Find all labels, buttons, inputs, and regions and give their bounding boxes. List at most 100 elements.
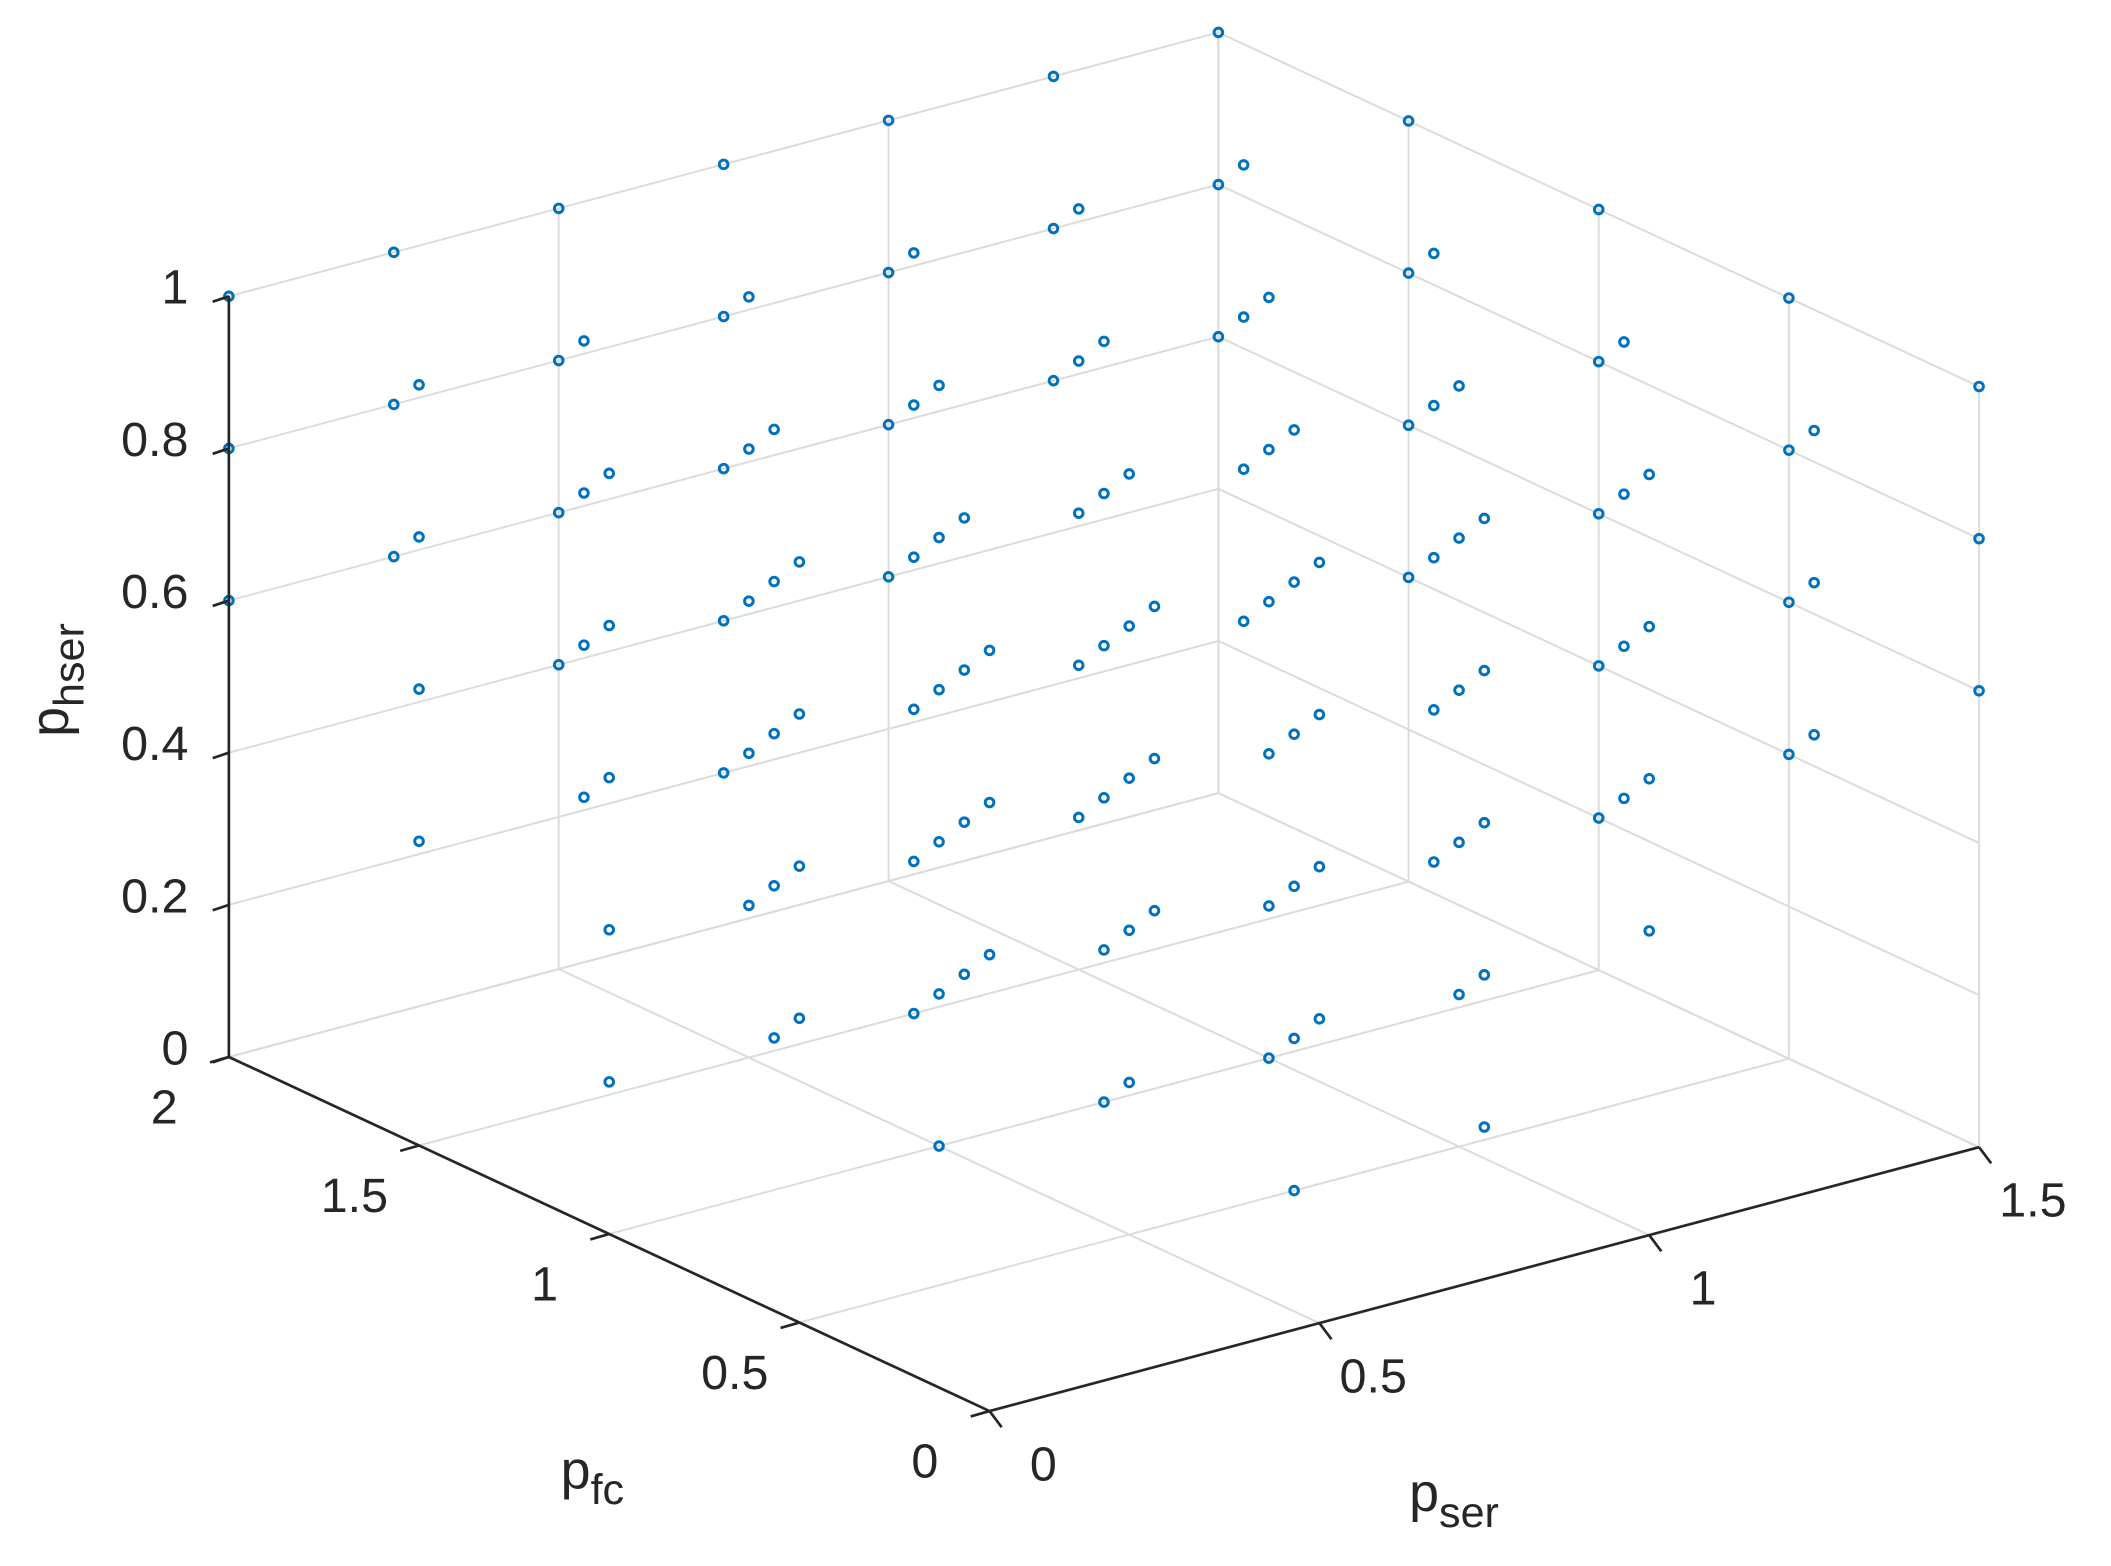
- y-tick: [970, 1409, 990, 1418]
- point: [552, 658, 565, 671]
- point: [983, 644, 996, 657]
- point: [1263, 1052, 1275, 1064]
- point: [1072, 203, 1085, 215]
- point: [552, 506, 565, 519]
- point: [1453, 380, 1465, 392]
- point: [1618, 488, 1630, 500]
- y-tick: [399, 1144, 420, 1153]
- point: [717, 462, 730, 475]
- point: [1288, 424, 1300, 436]
- point: [1123, 1076, 1135, 1089]
- point: [1973, 532, 1985, 545]
- point: [933, 379, 945, 392]
- point: [1237, 463, 1250, 475]
- point: [1313, 860, 1326, 873]
- y-tick-label: 0: [911, 1435, 938, 1489]
- point: [1313, 1013, 1326, 1025]
- point: [1288, 880, 1300, 893]
- point: [578, 639, 590, 651]
- x-tick-label: 0: [1030, 1437, 1057, 1491]
- z-tick: [212, 447, 230, 456]
- point: [882, 571, 895, 583]
- point: [1263, 900, 1275, 912]
- point: [908, 703, 920, 716]
- grid-line: [228, 31, 1219, 298]
- point: [958, 968, 971, 981]
- point: [983, 948, 996, 961]
- point: [1973, 684, 1985, 697]
- point: [1402, 267, 1415, 279]
- z-tick-label: 0.6: [121, 565, 188, 619]
- point: [1478, 512, 1491, 525]
- grid-line: [228, 183, 1219, 450]
- z-tick: [212, 1055, 230, 1064]
- point: [1478, 816, 1491, 829]
- point: [1263, 291, 1275, 304]
- point: [603, 771, 615, 784]
- point: [933, 683, 945, 696]
- grid-line: [228, 335, 1219, 602]
- point: [1313, 556, 1326, 569]
- y-tick-label: 0.5: [701, 1346, 768, 1400]
- point: [1643, 468, 1656, 481]
- grid-line: [1217, 487, 1980, 844]
- z-tick-label: 0: [162, 1021, 189, 1075]
- point: [717, 767, 730, 779]
- point: [578, 791, 590, 804]
- point: [1237, 615, 1250, 628]
- grid-line: [228, 639, 1219, 906]
- point: [1288, 576, 1300, 588]
- point: [1428, 704, 1440, 716]
- point: [1618, 640, 1630, 653]
- point: [413, 683, 425, 695]
- point: [1453, 684, 1465, 697]
- point: [768, 575, 780, 588]
- point: [1618, 336, 1630, 348]
- point: [1453, 532, 1465, 544]
- point: [768, 727, 780, 740]
- point: [908, 855, 920, 868]
- point: [1402, 571, 1415, 584]
- point: [1072, 659, 1085, 672]
- point: [768, 879, 780, 892]
- y-tick-label: 1: [531, 1258, 558, 1312]
- y-tick: [589, 1232, 610, 1241]
- point: [1592, 660, 1605, 672]
- grid: [227, 31, 1981, 1413]
- ylabel-label: pfc: [561, 1441, 624, 1515]
- point: [1263, 443, 1275, 456]
- zlabel-label-base: p: [20, 707, 80, 737]
- point: [1288, 1184, 1300, 1197]
- point: [933, 1140, 945, 1152]
- z-tick-label: 0.2: [121, 869, 188, 923]
- point: [743, 291, 755, 303]
- point: [958, 512, 971, 524]
- point: [1592, 203, 1605, 216]
- point: [908, 551, 920, 563]
- point: [768, 423, 780, 436]
- point: [1453, 988, 1465, 1001]
- point: [908, 247, 920, 259]
- point: [958, 816, 971, 828]
- point: [1148, 752, 1161, 765]
- point: [1123, 924, 1135, 937]
- point: [1212, 26, 1225, 39]
- point: [1592, 355, 1605, 368]
- x-tick: [988, 1410, 1003, 1429]
- point: [882, 114, 895, 127]
- point: [413, 835, 425, 848]
- point: [388, 246, 400, 259]
- point: [933, 835, 945, 848]
- point: [1783, 444, 1795, 456]
- point: [1212, 178, 1225, 191]
- grid-line: [418, 880, 1409, 1147]
- point: [743, 443, 755, 455]
- point: [1313, 708, 1326, 721]
- point: [882, 266, 895, 279]
- point: [1098, 1096, 1110, 1108]
- point: [1263, 748, 1275, 760]
- z-tick-label: 1: [162, 261, 189, 315]
- grid-line: [1217, 335, 1980, 692]
- point: [413, 531, 425, 543]
